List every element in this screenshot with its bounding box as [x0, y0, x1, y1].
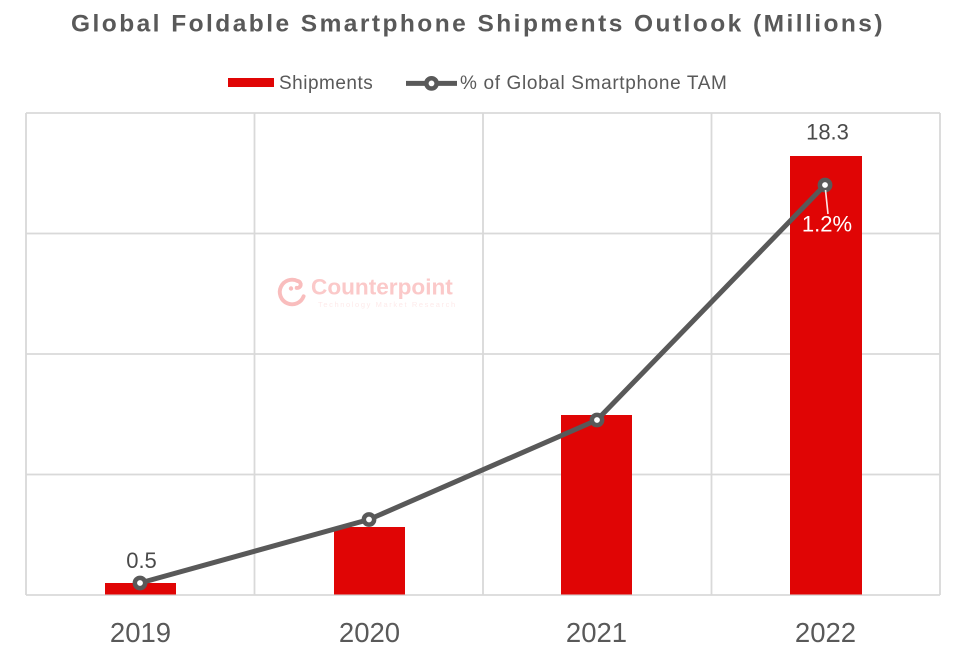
svg-text:18.3: 18.3 [806, 120, 849, 145]
svg-text:1.2%: 1.2% [802, 212, 852, 237]
svg-text:0.5: 0.5 [126, 548, 157, 573]
svg-text:2019: 2019 [110, 617, 171, 648]
svg-text:Technology Market Research: Technology Market Research [318, 300, 457, 309]
svg-text:Global Foldable Smartphone Shi: Global Foldable Smartphone Shipments Out… [71, 11, 885, 38]
svg-text:2020: 2020 [339, 617, 400, 648]
svg-text:2021: 2021 [566, 617, 627, 648]
svg-text:Shipments: Shipments [279, 73, 373, 94]
svg-text:Counterpoint: Counterpoint [311, 275, 453, 300]
svg-text:% of Global Smartphone TAM: % of Global Smartphone TAM [460, 73, 728, 94]
svg-text:2022: 2022 [795, 617, 856, 648]
